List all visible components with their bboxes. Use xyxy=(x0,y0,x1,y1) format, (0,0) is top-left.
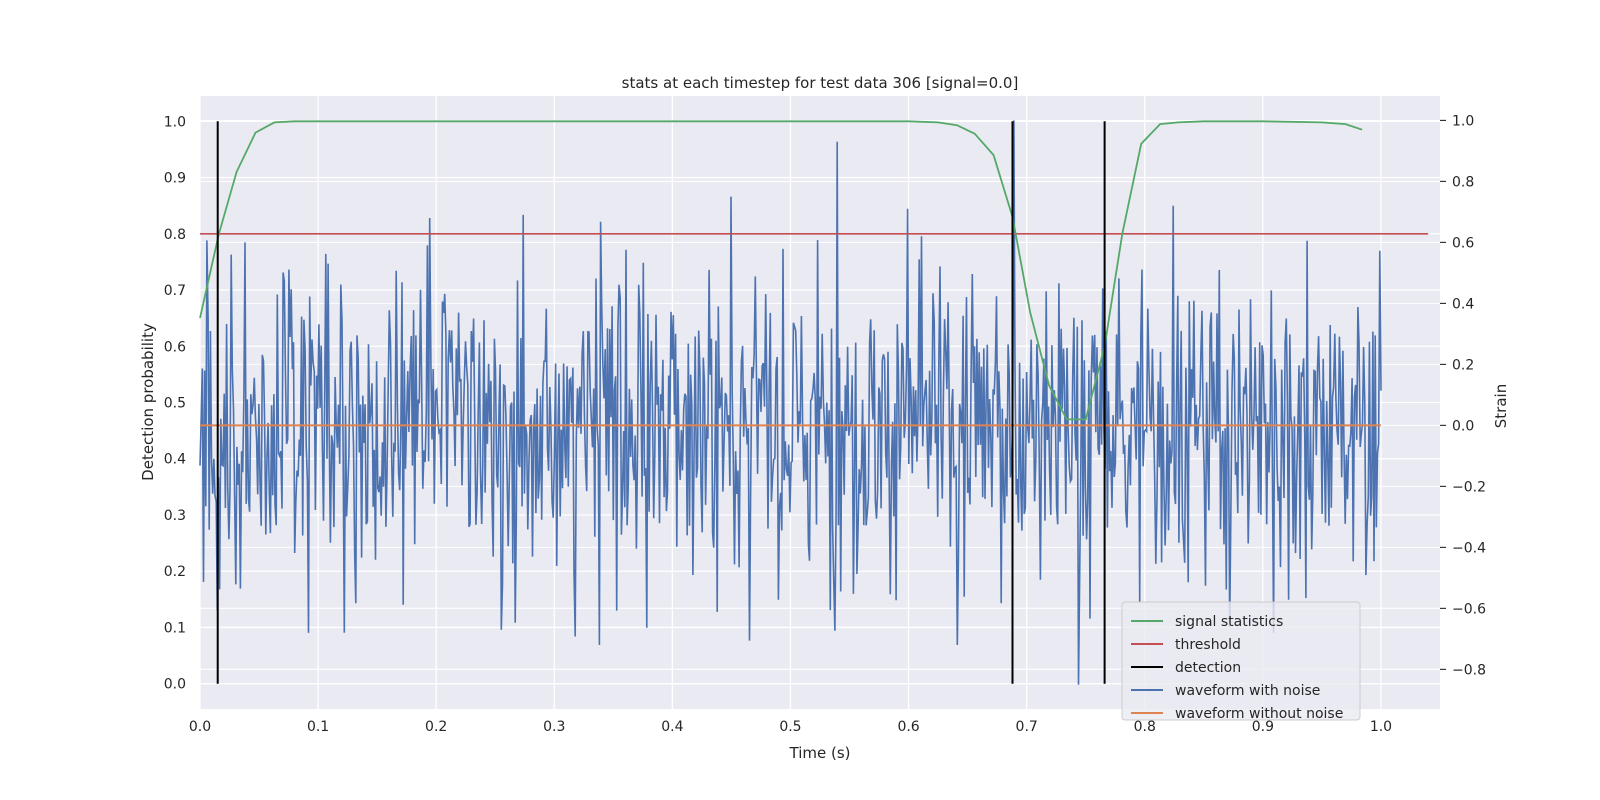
y-left-tick-label: 0.3 xyxy=(164,508,186,524)
y-left-tick-label: 0.4 xyxy=(164,452,186,468)
y-right-tick-label: 0.2 xyxy=(1452,357,1474,373)
chart-title: stats at each timestep for test data 306… xyxy=(622,74,1019,92)
legend-label: threshold xyxy=(1175,637,1241,653)
y-left-tick-label: 0.2 xyxy=(164,564,186,580)
x-tick-label: 0.0 xyxy=(189,719,211,735)
legend: signal statistics threshold detection wavef… xyxy=(1121,601,1361,722)
waveform-with-noise-line xyxy=(199,120,1382,685)
y-left-tick-label: 0.0 xyxy=(164,677,186,693)
legend-label: waveform without noise xyxy=(1175,706,1343,722)
x-tick-label: 0.4 xyxy=(661,719,683,735)
x-tick-label: 0.8 xyxy=(1134,719,1156,735)
y-right-tick-label: −0.2 xyxy=(1452,479,1486,495)
legend-label: signal statistics xyxy=(1175,614,1283,630)
x-tick-label: 1.0 xyxy=(1370,719,1392,735)
y-right-axis-label: Strain xyxy=(1492,384,1510,428)
y-right-tick-label: 0.4 xyxy=(1452,296,1474,312)
y-right-axis-ticks: −0.8 −0.6 −0.4 −0.2 0.0 0.2 0.4 0.6 0.8 1.0 xyxy=(1440,113,1486,678)
y-left-axis-ticks: 0.0 0.1 0.2 0.3 0.4 0.5 0.6 0.7 0.8 0.9 1.0 xyxy=(164,114,186,692)
y-right-tick-label: 1.0 xyxy=(1452,113,1474,129)
y-right-tick-label: 0.8 xyxy=(1452,174,1474,190)
x-tick-label: 0.3 xyxy=(543,719,565,735)
y-left-tick-label: 1.0 xyxy=(164,114,186,130)
y-left-axis-label: Detection probability xyxy=(139,323,157,481)
y-right-tick-label: −0.6 xyxy=(1452,601,1486,617)
y-left-tick-label: 0.5 xyxy=(164,396,186,412)
x-tick-label: 0.6 xyxy=(897,719,919,735)
y-right-tick-label: −0.8 xyxy=(1452,662,1486,678)
x-tick-label: 0.2 xyxy=(425,719,447,735)
legend-frame xyxy=(1121,601,1361,721)
y-left-tick-label: 0.6 xyxy=(164,339,186,355)
x-tick-label: 0.9 xyxy=(1252,719,1274,735)
series-layer xyxy=(199,120,1429,685)
x-tick-label: 0.5 xyxy=(779,719,801,735)
x-axis-label: Time (s) xyxy=(789,744,851,762)
legend-label: detection xyxy=(1175,660,1241,676)
x-tick-label: 0.1 xyxy=(307,719,329,735)
y-left-tick-label: 0.7 xyxy=(164,283,186,299)
legend-label: waveform with noise xyxy=(1175,683,1320,699)
y-right-tick-label: −0.4 xyxy=(1452,540,1486,556)
y-right-tick-label: 0.0 xyxy=(1452,418,1474,434)
y-left-tick-label: 0.9 xyxy=(164,171,186,187)
y-left-tick-label: 0.8 xyxy=(164,227,186,243)
y-left-tick-label: 0.1 xyxy=(164,620,186,636)
signal-statistics-line xyxy=(199,120,1363,421)
x-tick-label: 0.7 xyxy=(1016,719,1038,735)
y-right-tick-label: 0.6 xyxy=(1452,235,1474,251)
x-axis-ticks: 0.0 0.1 0.2 0.3 0.4 0.5 0.6 0.7 0.8 0.9 1.0 xyxy=(189,719,1392,735)
